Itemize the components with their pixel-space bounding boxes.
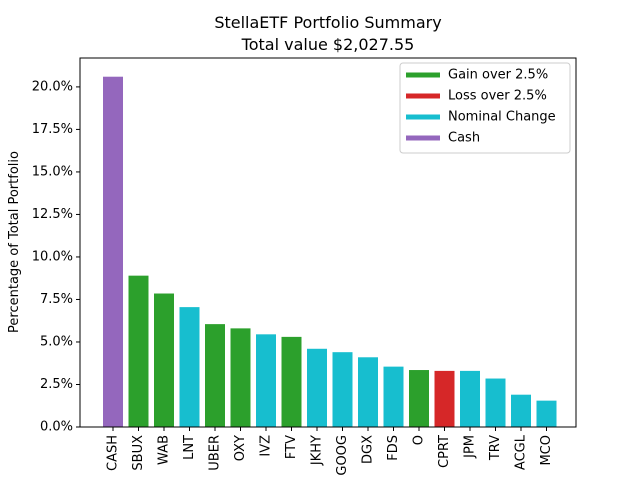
x-tick-label: CASH bbox=[106, 435, 121, 471]
bar-wab bbox=[154, 293, 174, 427]
x-tick-label: SBUX bbox=[131, 435, 146, 471]
y-tick-label: 15.0% bbox=[32, 164, 73, 179]
x-tick-label: CPRT bbox=[437, 435, 452, 468]
x-tick-label: ACGL bbox=[514, 434, 529, 470]
y-tick-label: 20.0% bbox=[32, 79, 73, 94]
bar-ivz bbox=[256, 334, 276, 427]
legend-label-nominal-change: Nominal Change bbox=[448, 110, 556, 125]
x-tick-label: WAB bbox=[157, 435, 172, 465]
x-tick-label: LNT bbox=[182, 435, 197, 460]
bar-ftv bbox=[281, 336, 302, 427]
bar-lnt bbox=[179, 307, 200, 427]
y-tick-label: 2.5% bbox=[40, 377, 73, 392]
bar-goog bbox=[332, 352, 353, 427]
legend-label-cash: Cash bbox=[448, 131, 480, 146]
bar-sbux bbox=[128, 275, 149, 427]
chart-subtitle: Total value $2,027.55 bbox=[241, 35, 415, 54]
bar-acgl bbox=[511, 394, 531, 427]
legend-label-gain-over-2-5: Gain over 2.5% bbox=[448, 68, 548, 83]
bar-o bbox=[409, 370, 429, 427]
x-ticks-group: CASH SBUX WAB LNT UBER OXY IVZ FTV JKHY GOOG DGX FD… bbox=[106, 427, 554, 476]
x-tick-label: TRV bbox=[488, 435, 503, 461]
x-tick-label: GOOG bbox=[335, 435, 350, 476]
x-tick-label: IVZ bbox=[259, 435, 274, 457]
chart-title: StellaETF Portfolio Summary bbox=[214, 13, 441, 32]
y-tick-label: 0.0% bbox=[40, 420, 73, 435]
legend: Gain over 2.5% Loss over 2.5% Nominal Chan… bbox=[399, 62, 571, 154]
bars-group bbox=[103, 76, 557, 427]
y-tick-label: 5.0% bbox=[40, 334, 73, 349]
bar-trv bbox=[485, 378, 506, 427]
x-tick-label: O bbox=[412, 435, 427, 445]
y-axis-label: Percentage of Total Portfolio bbox=[7, 151, 22, 333]
bar-cprt bbox=[434, 370, 455, 427]
legend-label-loss-over-2-5: Loss over 2.5% bbox=[448, 89, 547, 104]
bar-mco bbox=[536, 400, 557, 427]
x-tick-label: MCO bbox=[539, 435, 554, 466]
x-tick-label: JKHY bbox=[310, 435, 325, 466]
y-tick-label: 12.5% bbox=[32, 207, 73, 222]
x-tick-label: UBER bbox=[208, 435, 223, 471]
bar-uber bbox=[205, 324, 225, 427]
bar-dgx bbox=[358, 357, 378, 427]
bar-oxy bbox=[230, 328, 251, 427]
bar-cash bbox=[103, 76, 123, 427]
legend-frame bbox=[399, 62, 571, 154]
y-ticks-group: 0.0% 2.5% 5.0% 7.5% 10.0% 12.5% 15.0% 17.5% 20.0… bbox=[32, 79, 80, 435]
x-tick-label: OXY bbox=[233, 435, 248, 461]
plot-frame bbox=[79, 57, 577, 428]
x-tick-label: JPM bbox=[463, 435, 478, 459]
bar-jkhy bbox=[307, 348, 327, 427]
bar-jpm bbox=[460, 370, 480, 427]
x-tick-label: FDS bbox=[386, 435, 401, 461]
bar-fds bbox=[383, 366, 404, 427]
y-tick-label: 7.5% bbox=[40, 292, 73, 307]
y-tick-label: 17.5% bbox=[32, 122, 73, 137]
y-tick-label: 10.0% bbox=[32, 249, 73, 264]
x-tick-label: DGX bbox=[361, 435, 376, 464]
x-tick-label: FTV bbox=[284, 435, 299, 459]
